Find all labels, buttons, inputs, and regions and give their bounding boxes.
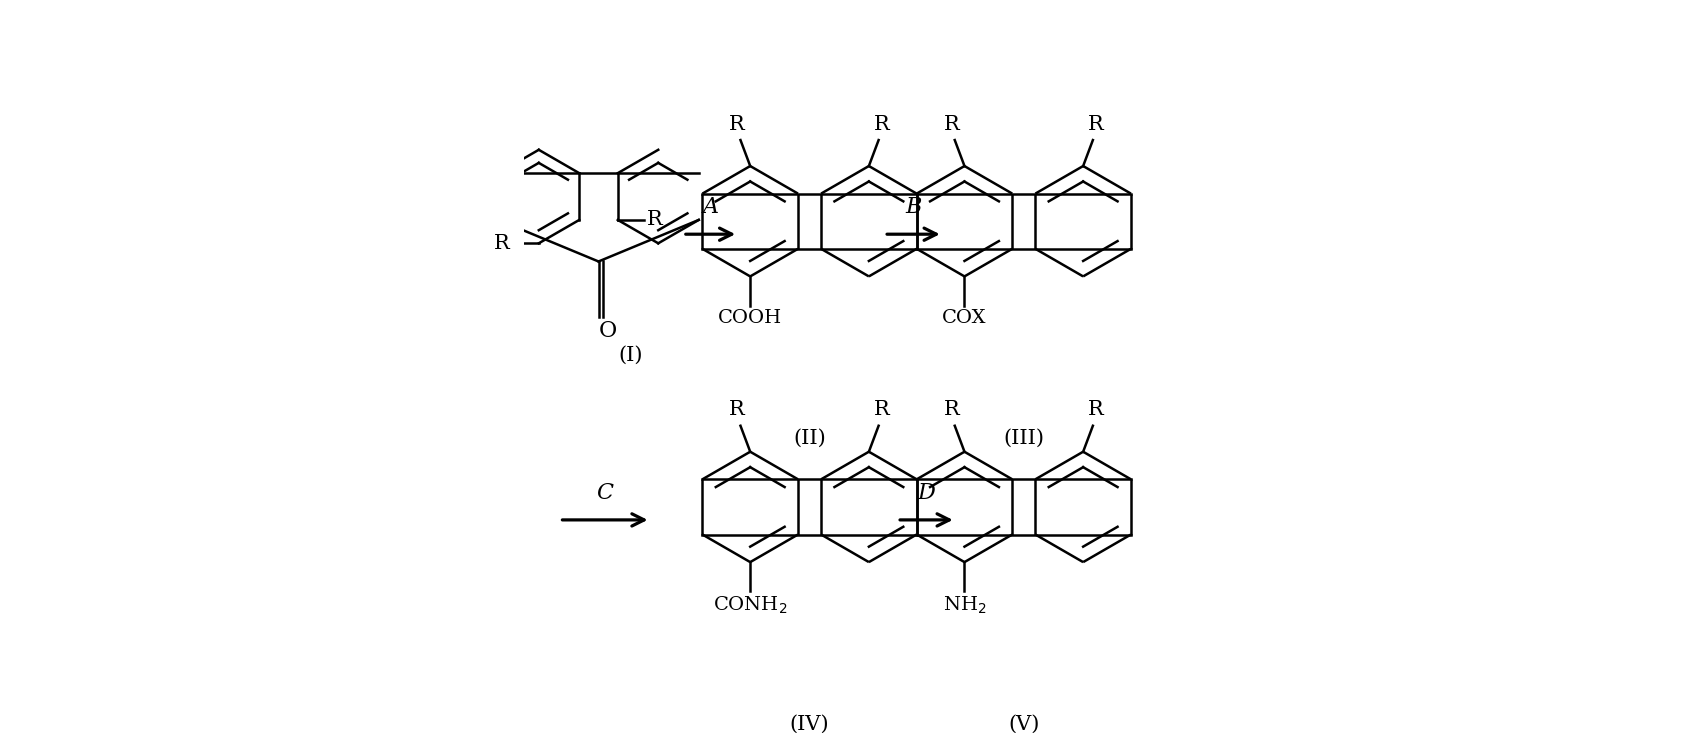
Text: R: R (494, 234, 509, 253)
Text: O: O (599, 320, 616, 342)
Text: C: C (597, 482, 614, 504)
Text: R: R (647, 210, 664, 229)
Text: (I): (I) (619, 346, 643, 365)
Text: (IV): (IV) (789, 715, 830, 733)
Text: R: R (730, 114, 745, 133)
Text: A: A (703, 196, 718, 218)
Text: R: R (874, 400, 889, 419)
Text: COX: COX (942, 309, 986, 327)
Text: R: R (944, 400, 959, 419)
Text: CONH$_2$: CONH$_2$ (713, 594, 787, 616)
Text: (III): (III) (1003, 429, 1044, 448)
Text: NH$_2$: NH$_2$ (944, 594, 986, 616)
Text: (V): (V) (1008, 715, 1040, 733)
Text: R: R (944, 114, 959, 133)
Text: B: B (905, 196, 921, 218)
Text: R: R (874, 114, 889, 133)
Text: (II): (II) (792, 429, 826, 448)
Text: COOH: COOH (718, 309, 782, 327)
Text: R: R (730, 400, 745, 419)
Text: R: R (1088, 114, 1105, 133)
Text: D: D (918, 482, 935, 504)
Text: R: R (1088, 400, 1105, 419)
